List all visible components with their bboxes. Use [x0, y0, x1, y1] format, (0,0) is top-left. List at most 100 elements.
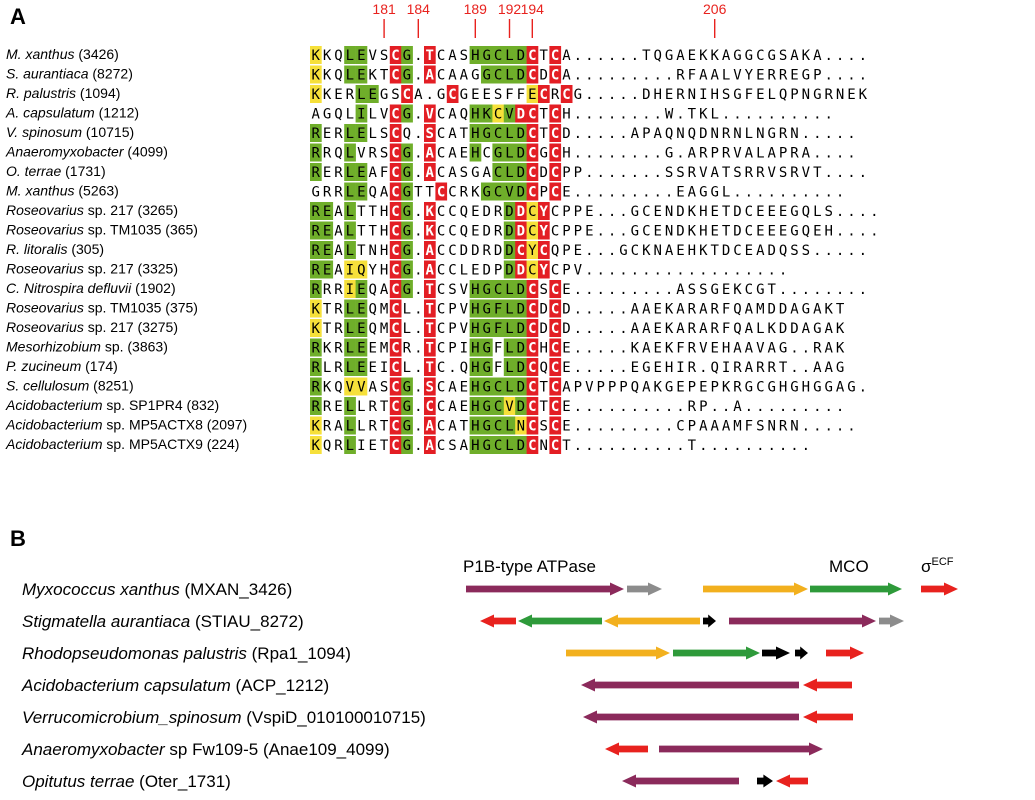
residue: E: [562, 360, 570, 376]
residue: H: [471, 321, 479, 337]
residue: .: [596, 419, 604, 435]
residue: T: [380, 399, 389, 415]
residue-highlight: [538, 241, 550, 259]
residue: S: [802, 243, 810, 259]
residue: .: [425, 87, 433, 103]
residue: V: [733, 146, 742, 162]
residue: R: [334, 321, 343, 337]
residue-highlight: [526, 358, 539, 376]
residue: T: [779, 360, 788, 376]
residue-highlight: [344, 163, 356, 181]
residue: .: [676, 146, 684, 162]
residue: P: [688, 380, 696, 396]
residue-highlight: [481, 416, 493, 435]
species-id: (3426): [74, 46, 118, 62]
residue: C: [448, 224, 456, 240]
residue: C: [391, 380, 399, 396]
residue: .: [608, 399, 616, 415]
residue: P: [790, 87, 798, 103]
residue: .: [859, 48, 867, 64]
residue: L: [346, 243, 354, 259]
residue: .: [836, 224, 844, 240]
residue: D: [482, 263, 490, 279]
residue: T: [722, 224, 731, 240]
residue: S: [494, 87, 502, 103]
residue-highlight: [344, 124, 356, 142]
residue: D: [517, 107, 525, 123]
residue: R: [494, 224, 503, 240]
residue: .: [596, 438, 604, 454]
residue-highlight: [492, 280, 505, 298]
residue: G: [813, 321, 821, 337]
residue: L: [505, 126, 513, 142]
residue: .: [448, 360, 456, 376]
residue: E: [653, 204, 661, 220]
residue: A: [665, 243, 674, 259]
residue: .: [631, 263, 639, 279]
residue: .: [414, 438, 422, 454]
residue: R: [311, 282, 320, 298]
residue: D: [642, 87, 650, 103]
residue-highlight: [310, 85, 322, 103]
residue: K: [733, 282, 742, 298]
residue: E: [323, 126, 331, 142]
sigma-symbol: σ: [921, 557, 932, 576]
residue: R: [334, 165, 343, 181]
residue: G: [482, 48, 490, 64]
residue-highlight: [515, 163, 527, 181]
residue: .: [836, 146, 844, 162]
residue: G: [631, 224, 639, 240]
residue-highlight: [424, 338, 436, 357]
species-name: V. spinosum (10715): [6, 124, 134, 140]
residue: E: [676, 185, 684, 201]
residue: R: [699, 146, 708, 162]
residue: .: [802, 360, 810, 376]
residue: I: [380, 360, 388, 376]
residue: G: [482, 360, 490, 376]
residue: .: [596, 68, 604, 84]
residue: R: [334, 360, 343, 376]
residue: F: [676, 341, 684, 357]
residue: E: [767, 204, 775, 220]
residue: C: [437, 360, 445, 376]
residue: G: [482, 68, 490, 84]
residue: D: [676, 224, 684, 240]
residue: C: [551, 185, 559, 201]
residue: M: [380, 341, 388, 357]
residue-highlight: [424, 299, 436, 318]
residue-highlight: [310, 280, 322, 298]
residue: D: [517, 204, 525, 220]
residue: .: [847, 48, 855, 64]
residue: D: [517, 263, 525, 279]
residue: D: [733, 224, 741, 240]
residue: T: [414, 185, 423, 201]
residue-highlight: [515, 358, 527, 376]
residue: R: [688, 341, 697, 357]
residue-highlight: [389, 182, 402, 201]
species-id: sp. TM1035 (375): [84, 300, 198, 316]
residue: D: [722, 243, 730, 259]
residue: A: [562, 380, 571, 396]
residue-highlight: [515, 260, 527, 279]
residue: T: [460, 419, 469, 435]
residue: R: [733, 360, 742, 376]
residue: A: [368, 380, 377, 396]
residue: .: [813, 419, 821, 435]
residue: R: [311, 380, 320, 396]
residue: A: [699, 419, 708, 435]
residue: .: [653, 399, 661, 415]
residue-highlight: [492, 377, 505, 396]
residue: N: [665, 204, 673, 220]
residue: .: [608, 204, 616, 220]
residue: .: [699, 263, 707, 279]
residue: T: [539, 399, 548, 415]
residue: D: [562, 126, 570, 142]
residue-highlight: [481, 104, 493, 123]
residue: D: [517, 224, 525, 240]
residue: V: [380, 107, 389, 123]
residue: A: [802, 146, 811, 162]
alignment-position-labels: 181 184 189 192 194 206: [372, 1, 727, 38]
residue: D: [517, 185, 525, 201]
residue: C: [494, 419, 502, 435]
residue: L: [346, 146, 354, 162]
